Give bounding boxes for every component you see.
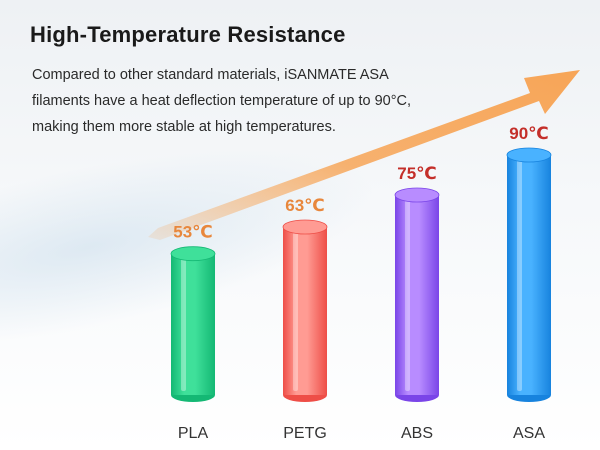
value-label-pla: 53℃ [173, 223, 213, 242]
description-text: Compared to other standard materials, iS… [32, 67, 411, 135]
page-title: High-Temperature Resistance [30, 22, 346, 47]
bar-body [507, 155, 551, 395]
trend-arrow [148, 70, 580, 240]
bar-top-cap [394, 187, 440, 203]
category-label-petg: PETG [283, 425, 327, 442]
bar-highlight [517, 159, 522, 391]
value-label-asa: 90℃ [509, 124, 549, 143]
trend-arrow-group [148, 70, 580, 240]
bars-group [170, 147, 552, 402]
category-label-asa: ASA [513, 425, 545, 442]
bar-pla [170, 246, 216, 402]
category-label-abs: ABS [401, 425, 433, 442]
value-label-petg: 63℃ [285, 196, 325, 215]
bar-body [283, 227, 327, 395]
bar-top-cap [282, 219, 328, 235]
bar-highlight [405, 199, 410, 391]
bar-body [171, 253, 215, 395]
bar-top-cap [506, 147, 552, 163]
bar-body [395, 195, 439, 395]
bar-petg [282, 219, 328, 402]
bar-highlight [293, 231, 298, 391]
bar-abs [394, 187, 440, 402]
bar-top-cap [170, 246, 216, 262]
value-label-abs: 75℃ [397, 164, 437, 183]
bar-highlight [181, 257, 186, 391]
labels-group: 53℃ PLA 63℃ PETG 75℃ ABS 90℃ ASA [173, 124, 549, 442]
category-label-pla: PLA [178, 425, 209, 442]
bar-asa [506, 147, 552, 402]
